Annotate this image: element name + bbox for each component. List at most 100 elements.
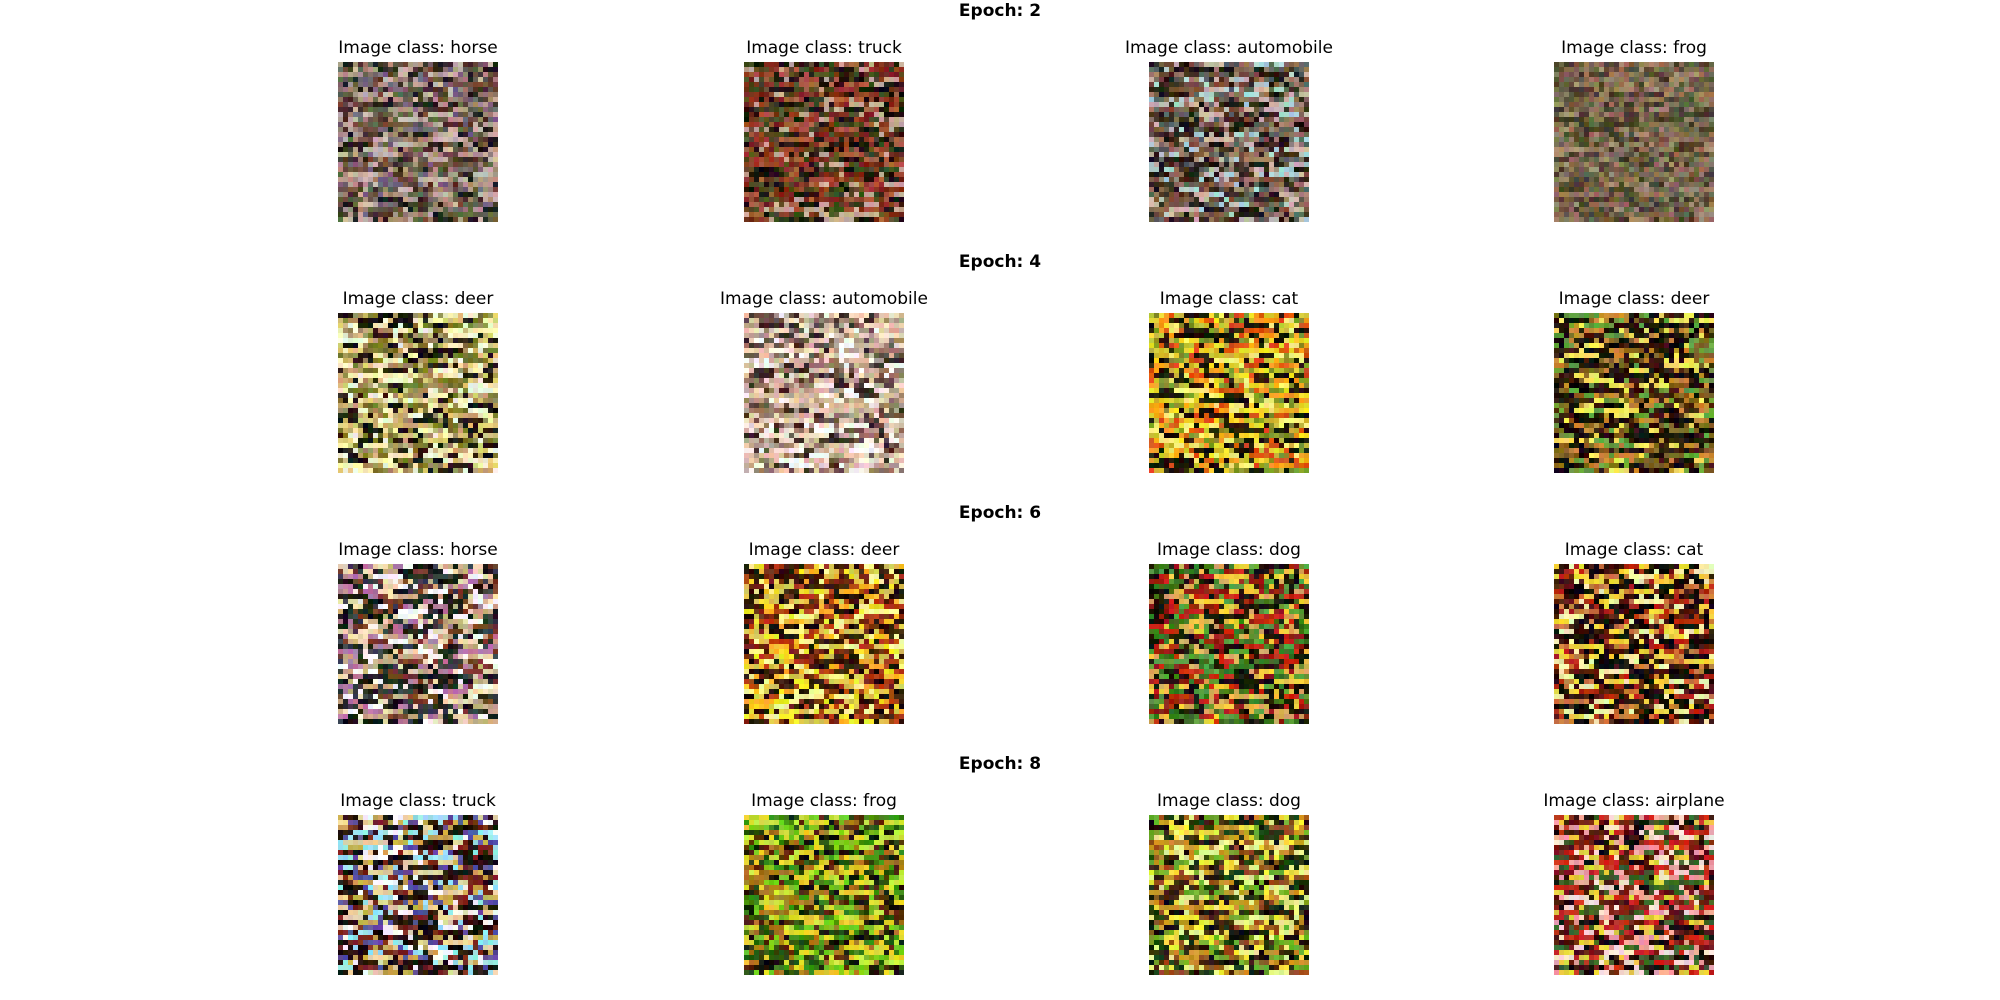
image-pixel bbox=[1624, 157, 1629, 162]
image-pixel bbox=[1169, 197, 1174, 202]
image-pixel bbox=[473, 192, 478, 197]
image-pixel bbox=[483, 393, 488, 398]
image-pixel bbox=[1274, 117, 1279, 122]
image-pixel bbox=[483, 122, 488, 127]
image-pixel bbox=[1239, 142, 1244, 147]
image-pixel bbox=[1579, 92, 1584, 97]
image-pixel bbox=[819, 97, 824, 102]
image-pixel bbox=[423, 333, 428, 338]
image-pixel bbox=[1224, 72, 1229, 77]
image-pixel bbox=[1644, 137, 1649, 142]
image-pixel bbox=[834, 72, 839, 77]
image-pixel bbox=[1629, 207, 1634, 212]
image-pixel bbox=[363, 418, 368, 423]
image-pixel bbox=[1579, 212, 1584, 217]
image-pixel bbox=[393, 363, 398, 368]
image-pixel bbox=[1639, 147, 1644, 152]
image-pixel bbox=[844, 142, 849, 147]
image-pixel bbox=[754, 132, 759, 137]
image-pixel bbox=[1609, 162, 1614, 167]
image-pixel bbox=[433, 162, 438, 167]
image-pixel bbox=[408, 82, 413, 87]
image-pixel bbox=[438, 323, 443, 328]
image-pixel bbox=[1274, 152, 1279, 157]
image-pixel bbox=[809, 72, 814, 77]
image-pixel bbox=[373, 383, 378, 388]
image-pixel bbox=[1274, 67, 1279, 72]
image-pixel bbox=[1204, 137, 1209, 142]
image-pixel bbox=[488, 152, 493, 157]
image-pixel bbox=[433, 82, 438, 87]
image-pixel bbox=[1634, 77, 1639, 82]
image-pixel bbox=[1184, 112, 1189, 117]
image-pixel bbox=[1189, 112, 1194, 117]
image-pixel bbox=[1654, 192, 1659, 197]
image-pixel bbox=[1614, 142, 1619, 147]
image-pixel bbox=[408, 87, 413, 92]
image-pixel bbox=[423, 182, 428, 187]
image-pixel bbox=[1249, 107, 1254, 112]
image-pixel bbox=[458, 107, 463, 112]
image-pixel bbox=[408, 147, 413, 152]
image-pixel bbox=[433, 323, 438, 328]
image-pixel bbox=[418, 197, 423, 202]
image-pixel bbox=[1694, 72, 1699, 77]
image-pixel bbox=[403, 393, 408, 398]
image-pixel bbox=[1624, 132, 1629, 137]
image-pixel bbox=[829, 82, 834, 87]
image-pixel bbox=[1214, 107, 1219, 112]
image-pixel bbox=[1709, 202, 1714, 207]
image-pixel bbox=[1659, 177, 1664, 182]
image-pixel bbox=[769, 132, 774, 137]
image-pixel bbox=[1679, 217, 1684, 222]
image-pixel bbox=[869, 172, 874, 177]
image-pixel bbox=[468, 378, 473, 383]
image-pixel bbox=[423, 92, 428, 97]
image-pixel bbox=[458, 182, 463, 187]
image-pixel bbox=[463, 142, 468, 147]
image-pixel bbox=[413, 433, 418, 438]
image-pixel bbox=[749, 132, 754, 137]
image-pixel bbox=[1169, 77, 1174, 82]
image-pixel bbox=[1219, 132, 1224, 137]
image-pixel bbox=[779, 177, 784, 182]
image-pixel bbox=[759, 72, 764, 77]
image-pixel bbox=[358, 102, 363, 107]
image-pixel bbox=[1699, 112, 1704, 117]
image-pixel bbox=[1659, 182, 1664, 187]
image-pixel bbox=[879, 112, 884, 117]
image-pixel bbox=[834, 67, 839, 72]
image-pixel bbox=[1649, 172, 1654, 177]
image-pixel bbox=[1194, 72, 1199, 77]
image-pixel bbox=[809, 207, 814, 212]
image-pixel bbox=[1669, 182, 1674, 187]
image-pixel bbox=[864, 62, 869, 67]
image-pixel bbox=[388, 373, 393, 378]
image-pixel bbox=[1659, 202, 1664, 207]
image-pixel bbox=[1169, 177, 1174, 182]
image-pixel bbox=[408, 117, 413, 122]
image-pixel bbox=[829, 102, 834, 107]
image-pixel bbox=[1214, 177, 1219, 182]
image-pixel bbox=[1179, 112, 1184, 117]
image-pixel bbox=[859, 212, 864, 217]
image-pixel bbox=[799, 157, 804, 162]
image-pixel bbox=[799, 122, 804, 127]
image-pixel bbox=[338, 102, 343, 107]
image-pixel bbox=[358, 418, 363, 423]
image-pixel bbox=[1564, 67, 1569, 72]
image-pixel bbox=[453, 448, 458, 453]
image-pixel bbox=[1149, 137, 1154, 142]
image-pixel bbox=[894, 202, 899, 207]
image-pixel bbox=[774, 87, 779, 92]
image-pixel bbox=[1634, 207, 1639, 212]
image-pixel bbox=[338, 217, 343, 222]
image-pixel bbox=[1644, 77, 1649, 82]
image-pixel bbox=[433, 137, 438, 142]
image-pixel bbox=[1204, 72, 1209, 77]
image-pixel bbox=[864, 202, 869, 207]
image-pixel bbox=[1184, 87, 1189, 92]
image-pixel bbox=[899, 217, 904, 222]
image-pixel bbox=[1674, 187, 1679, 192]
image-pixel bbox=[383, 433, 388, 438]
